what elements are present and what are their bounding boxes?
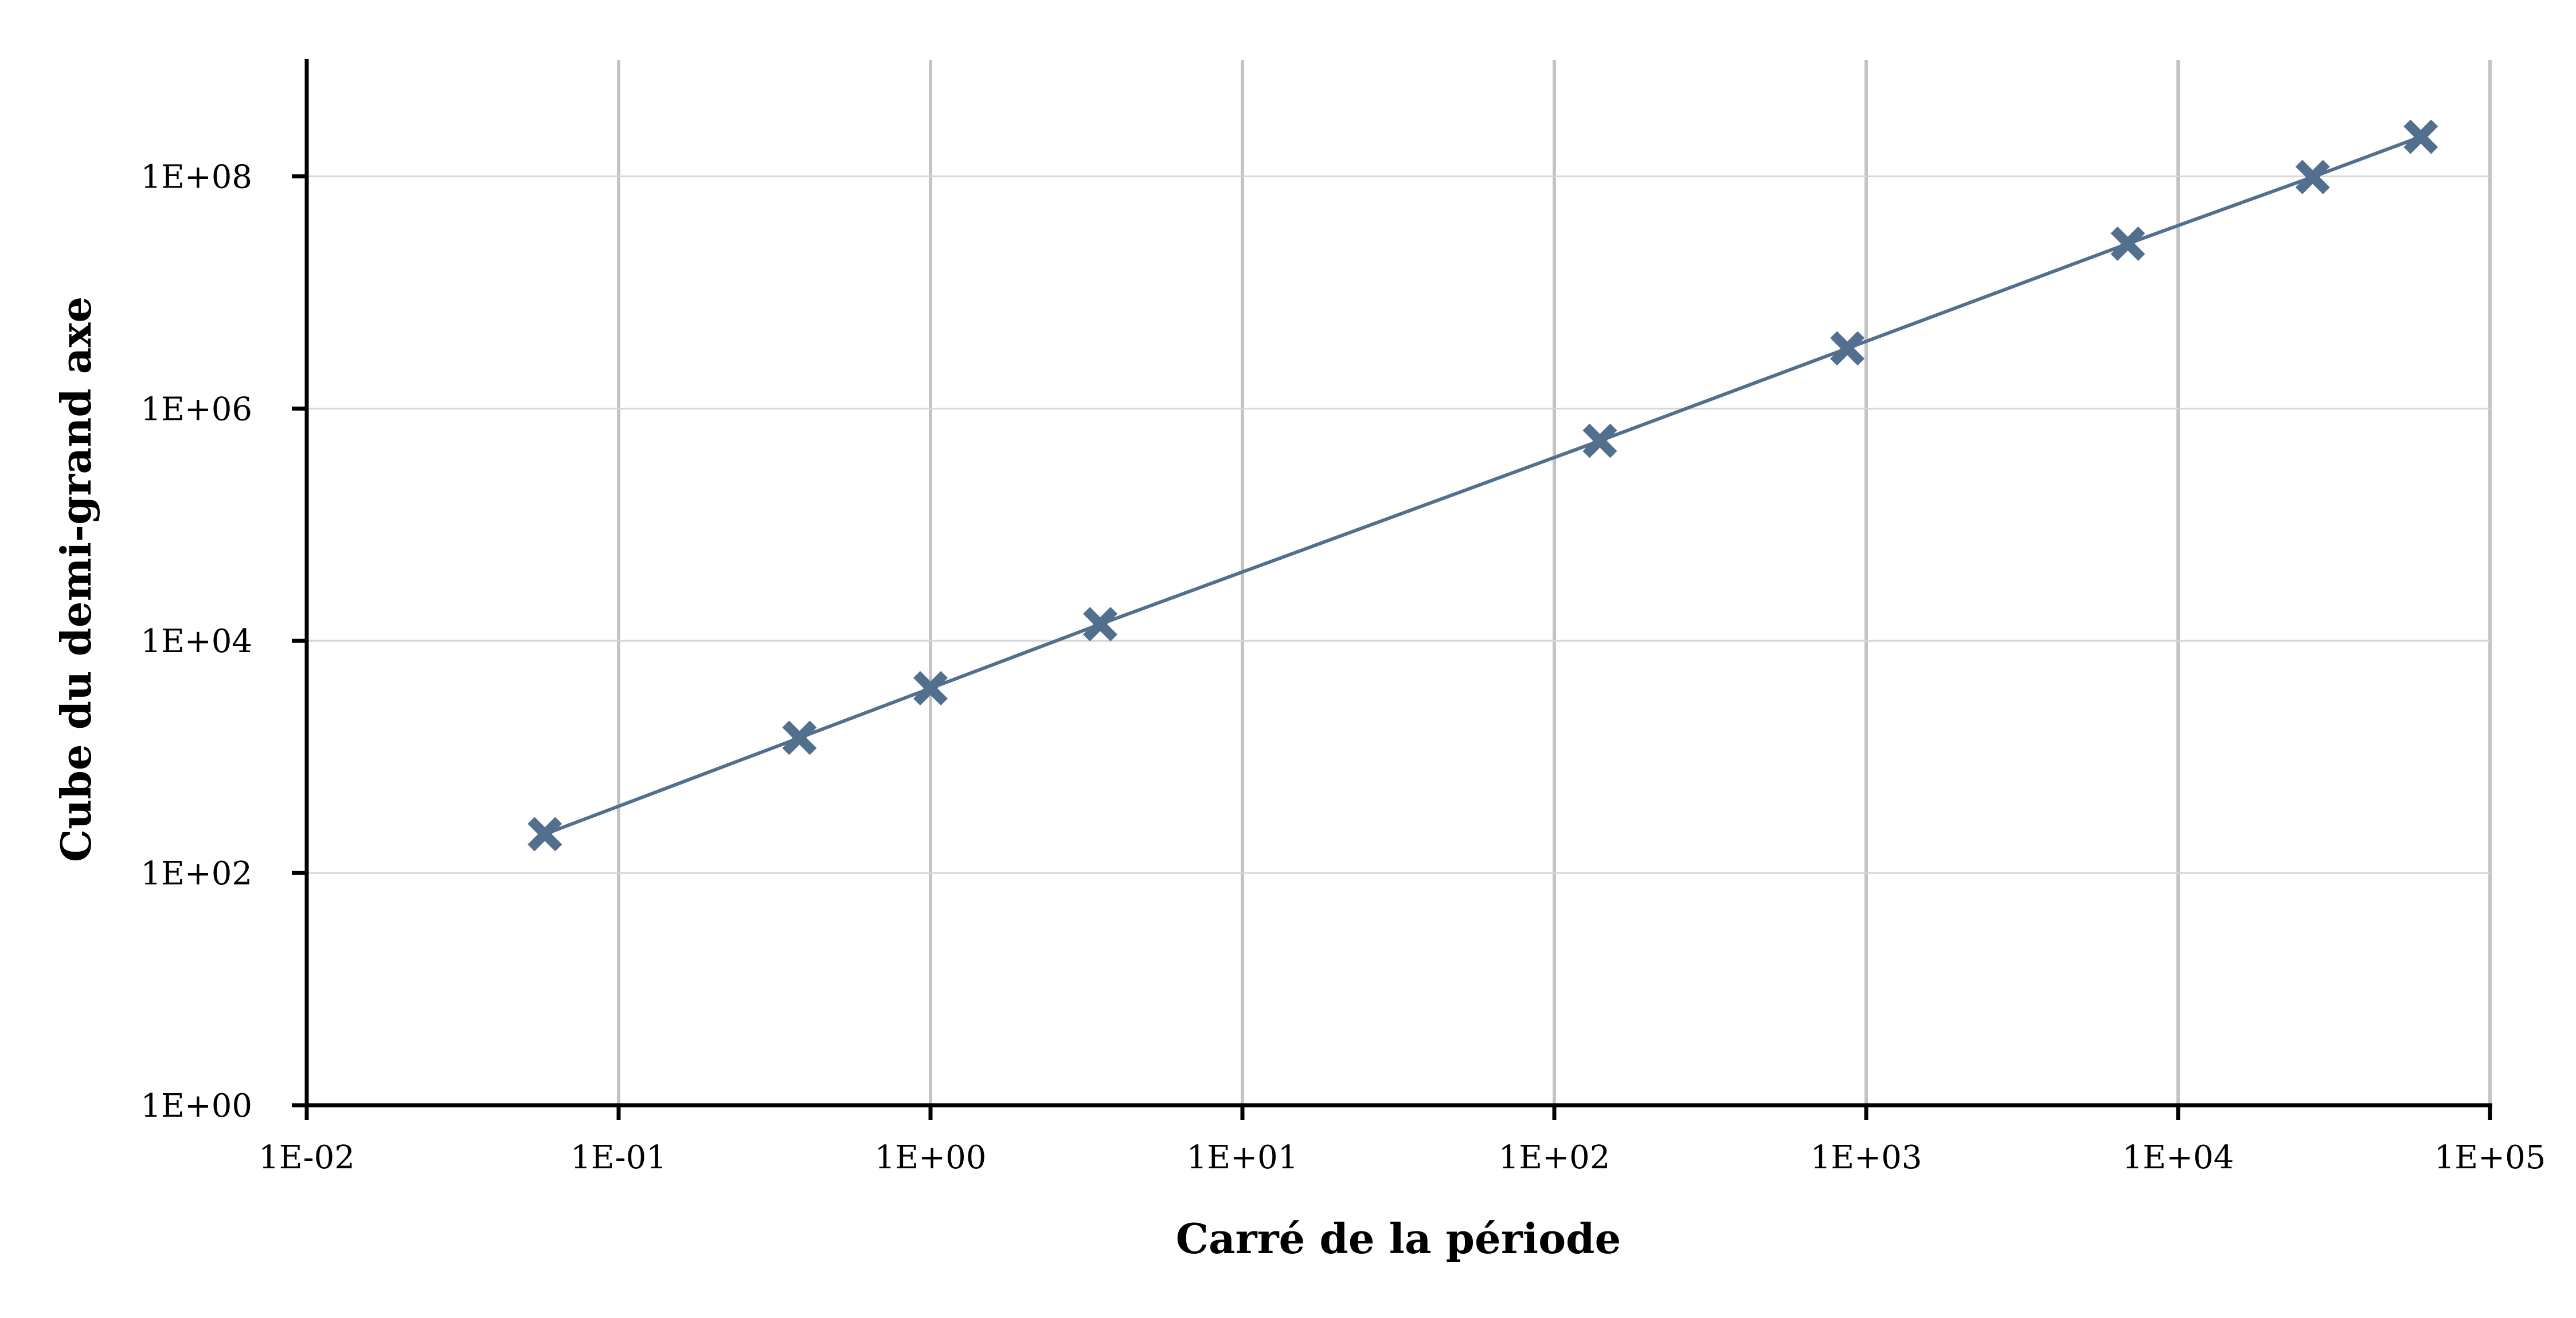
x-tick-label: 1E+04 bbox=[2122, 1139, 2234, 1176]
data-point-marker bbox=[1082, 607, 1117, 642]
x-tick-label: 1E+00 bbox=[875, 1139, 987, 1176]
data-series bbox=[527, 119, 2438, 852]
data-point-marker bbox=[913, 670, 948, 706]
x-axis-title: Carré de la période bbox=[1176, 1214, 1621, 1263]
x-tick-label: 1E+01 bbox=[1187, 1139, 1299, 1176]
data-point-marker bbox=[2403, 119, 2438, 154]
data-point-marker bbox=[2110, 226, 2145, 261]
x-tick-label: 1E+05 bbox=[2434, 1139, 2546, 1176]
y-tick-label: 1E+04 bbox=[140, 623, 252, 660]
marker-stroke bbox=[2295, 159, 2330, 194]
marker-stroke bbox=[2110, 226, 2145, 261]
marker-stroke bbox=[2403, 119, 2438, 154]
marker-stroke bbox=[527, 817, 562, 852]
data-point-marker bbox=[2295, 159, 2330, 194]
x-tick-label: 1E+02 bbox=[1499, 1139, 1611, 1176]
series-line bbox=[544, 135, 2422, 836]
grid bbox=[307, 60, 2492, 1105]
y-tick-label: 1E+06 bbox=[140, 391, 252, 428]
data-point-marker bbox=[1582, 423, 1617, 458]
marker-stroke bbox=[782, 720, 817, 755]
data-point-marker bbox=[782, 720, 817, 755]
y-axis-title: Cube du demi-grand axe bbox=[52, 297, 100, 862]
marker-stroke bbox=[1830, 331, 1865, 366]
data-point-marker bbox=[1830, 331, 1865, 366]
y-tick-label: 1E+00 bbox=[140, 1087, 252, 1125]
y-tick-label: 1E+08 bbox=[140, 158, 252, 196]
marker-stroke bbox=[1582, 423, 1617, 458]
x-tick-label: 1E+03 bbox=[1811, 1139, 1922, 1176]
tick-labels: 1E-02 1E-01 1E+00 1E+01 1E+02 1E+03 1E+04 1E+05… bbox=[140, 158, 2546, 1176]
marker-stroke bbox=[913, 670, 948, 706]
data-point-marker bbox=[527, 817, 562, 852]
x-tick-label: 1E-02 bbox=[259, 1139, 355, 1176]
x-tick-label: 1E-01 bbox=[570, 1139, 667, 1176]
y-tick-label: 1E+02 bbox=[140, 855, 252, 892]
axes bbox=[292, 59, 2492, 1120]
marker-stroke bbox=[1082, 607, 1117, 642]
